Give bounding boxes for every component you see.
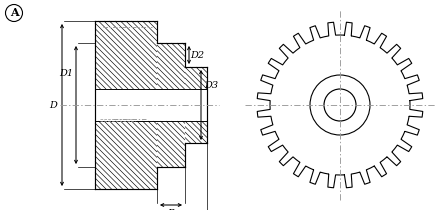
Text: D3: D3 xyxy=(204,81,218,91)
Text: A: A xyxy=(10,8,18,18)
Text: B: B xyxy=(167,209,174,210)
Text: D1: D1 xyxy=(59,70,73,79)
Text: D: D xyxy=(49,101,57,109)
Text: D2: D2 xyxy=(190,50,204,59)
